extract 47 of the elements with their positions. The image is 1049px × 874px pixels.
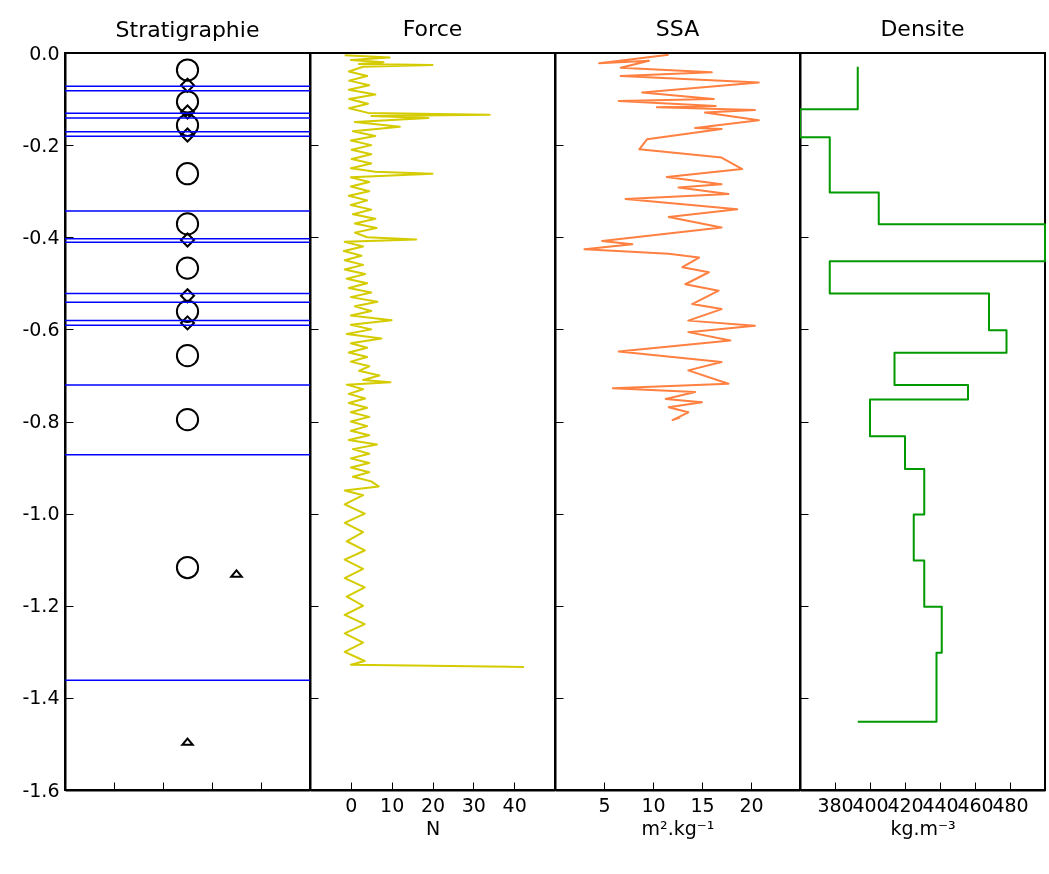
- point: [175, 299, 200, 323]
- point: [175, 555, 200, 580]
- x-tick-label: 380: [817, 793, 854, 816]
- x-tick-label: 480: [992, 793, 1029, 816]
- y-tick-label: -0.4: [22, 225, 60, 248]
- x-tick-label: 30: [461, 793, 486, 816]
- y-tick-label: -0.2: [22, 133, 60, 156]
- point: [175, 212, 200, 236]
- x-tick-label: 0: [345, 793, 358, 816]
- chart-title: SSA: [655, 15, 700, 41]
- point: [179, 77, 196, 93]
- point: [175, 58, 200, 82]
- y-tick-label: -1.0: [22, 502, 60, 525]
- x-tick-label: 460: [957, 793, 994, 816]
- y-tick-label: -1.2: [22, 594, 60, 617]
- x-tick-label: 20: [420, 793, 446, 816]
- point: [175, 90, 200, 114]
- y-tick-label: -0.8: [22, 410, 60, 432]
- y-tick-label: -1.4: [22, 686, 60, 709]
- x-tick-label: 420: [887, 793, 924, 816]
- chart-title: Densite: [880, 15, 965, 41]
- point: [175, 113, 200, 137]
- x-tick-label: 40: [502, 793, 527, 816]
- chart-title: Force: [402, 15, 463, 41]
- x-axis-title: N: [425, 816, 441, 839]
- y-tick-label: -0.6: [22, 317, 60, 340]
- point: [175, 256, 200, 280]
- x-tick-label: 15: [690, 793, 715, 816]
- x-tick-label: 10: [380, 793, 405, 816]
- point: [179, 104, 196, 120]
- point: [179, 315, 196, 331]
- chart-title: Stratigraphie: [115, 17, 260, 42]
- x-tick-label: 400: [852, 793, 889, 816]
- point: [175, 162, 200, 186]
- x-tick-label: 5: [598, 793, 611, 816]
- x-axis-title: kg.m⁻³: [890, 816, 956, 839]
- x-tick-label: 20: [739, 793, 764, 816]
- point: [179, 232, 196, 248]
- x-tick-label: 10: [641, 793, 666, 816]
- x-axis-title: m².kg⁻¹: [641, 816, 715, 839]
- point: [179, 288, 196, 304]
- point: [175, 344, 200, 368]
- y-tick-label: -1.6: [22, 778, 60, 801]
- x-tick-label: 440: [922, 793, 959, 816]
- point: [175, 408, 200, 432]
- point: [179, 127, 196, 143]
- y-tick-label: 0.0: [29, 41, 60, 64]
